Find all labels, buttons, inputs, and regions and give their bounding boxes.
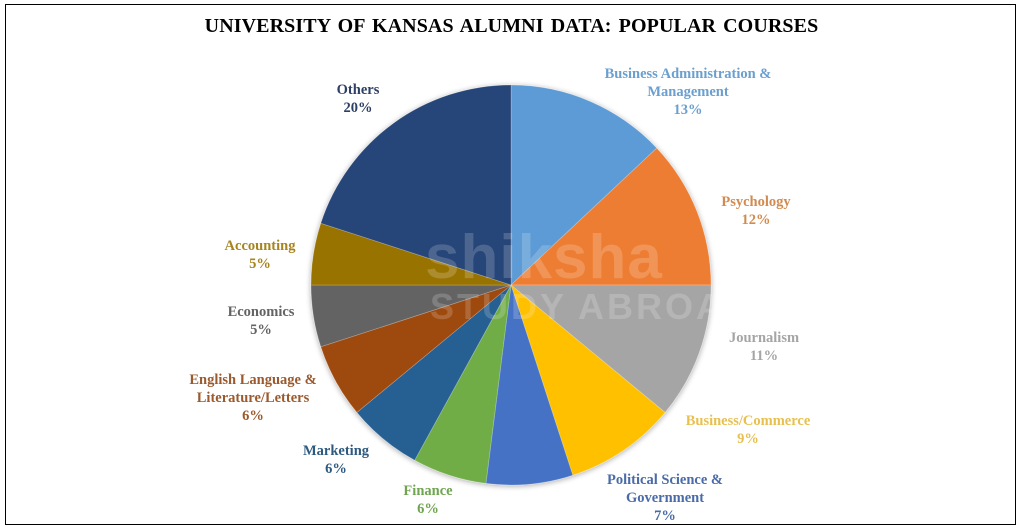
pie-slice-business-commerce [510,283,666,476]
data-label-name: Others [336,82,380,98]
data-label: Journalism 11% [729,329,799,365]
data-label-percent: 6% [242,408,264,424]
data-label-percent: 6% [325,461,347,477]
data-label-name: Journalism [728,330,800,346]
chart-title: UNIVERSITY OF KANSAS ALUMNI DATA: POPULA… [204,15,819,37]
data-label-percent: 11% [749,348,779,364]
data-label-percent: 6% [417,501,439,517]
data-label-name: Business Administration & [604,66,772,82]
pie-slice-psychology [509,147,712,286]
data-label-name: Economics [227,304,295,320]
data-label-name: Political Science & [607,472,723,488]
data-label-percent: 20% [343,100,373,116]
pie-slice-others [320,84,512,286]
pie-slice-journalism [509,284,712,414]
data-label-percent: 9% [737,431,759,447]
data-label: Finance 6% [403,482,452,518]
data-label-name: Psychology [721,194,791,210]
data-label-name: English Language & [189,372,317,388]
data-label: Psychology 12% [721,193,790,229]
data-label: Political Science & Government 7% [607,471,723,525]
data-label: English Language & Literature/Letters 6% [189,371,316,425]
data-label: Marketing 6% [303,442,369,478]
data-label-percent: 5% [249,256,271,272]
data-label-name: Government [625,490,705,506]
data-label-name: Marketing [302,443,370,459]
data-label: Economics 5% [228,303,295,339]
data-label-name: Accounting [224,238,296,254]
data-label-name: Literature/Letters [196,390,310,406]
data-label-name: Finance [403,483,453,499]
data-label-percent: 13% [673,102,703,118]
data-label-percent: 7% [654,508,676,524]
pie-slice-business-administration-management [510,84,658,286]
data-label: Accounting 5% [225,237,296,273]
data-label: Business/Commerce 9% [686,412,811,448]
data-label-name: Business/Commerce [685,413,811,429]
data-label-percent: 5% [250,322,272,338]
data-label-name: Management [647,84,729,100]
data-label-percent: 12% [741,212,771,228]
data-label: Business Administration & Management 13% [605,65,772,119]
data-label: Others 20% [337,81,380,117]
